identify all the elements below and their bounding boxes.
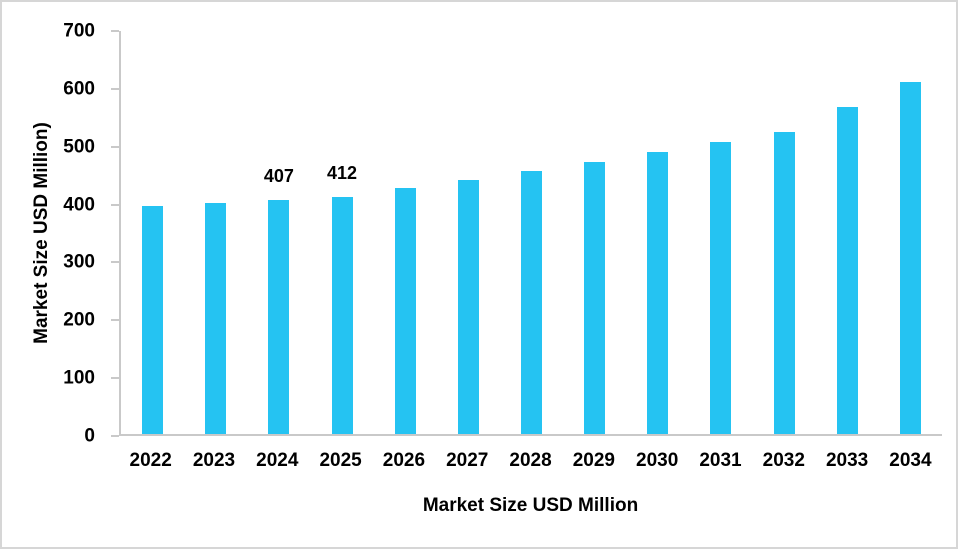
bar-slot-2033 bbox=[816, 31, 879, 434]
y-tick-mark bbox=[111, 30, 119, 32]
bar-2034 bbox=[899, 82, 921, 434]
bar-2028 bbox=[521, 170, 543, 434]
y-tick-mark bbox=[111, 435, 119, 437]
x-tick-label-2029: 2029 bbox=[572, 450, 615, 471]
y-axis: 0 100 200 300 400 500 600 700 bbox=[2, 22, 119, 446]
x-tick-label-2028: 2028 bbox=[509, 450, 552, 471]
bar-slot-2031 bbox=[689, 31, 752, 434]
x-tick-label-2031: 2031 bbox=[699, 450, 742, 471]
x-tick-label-2024: 2024 bbox=[256, 450, 299, 471]
bar-slot-2034 bbox=[879, 31, 942, 434]
x-tick-label-2027: 2027 bbox=[446, 450, 489, 471]
bar-slot-2024: 407 bbox=[247, 31, 310, 434]
y-tick-label-200: 200 bbox=[63, 309, 95, 331]
bar-2022 bbox=[142, 206, 164, 434]
bar-2032 bbox=[773, 131, 795, 434]
x-tick-label-2033: 2033 bbox=[825, 450, 869, 471]
x-tick-label-2026: 2026 bbox=[382, 450, 426, 471]
bar-2029 bbox=[584, 161, 606, 434]
y-tick-label-400: 400 bbox=[63, 194, 95, 216]
y-tick-mark bbox=[111, 145, 119, 148]
bar-slot-2022 bbox=[121, 31, 184, 434]
bar-slot-2028 bbox=[500, 31, 563, 434]
bar-slot-2025: 412 bbox=[310, 31, 373, 434]
bar-slot-2032 bbox=[753, 31, 816, 434]
bar-2023 bbox=[205, 202, 227, 434]
bar-2031 bbox=[710, 142, 732, 434]
y-tick-mark bbox=[111, 377, 119, 380]
y-tick-mark bbox=[111, 203, 119, 206]
bar-2027 bbox=[457, 179, 479, 434]
y-tick-label-500: 500 bbox=[63, 136, 95, 158]
y-tick-label-700: 700 bbox=[63, 20, 95, 42]
y-tick-mark bbox=[111, 261, 119, 264]
bar-2025: 412 bbox=[327, 163, 357, 434]
bar-2033 bbox=[836, 107, 858, 434]
bar-2030 bbox=[647, 151, 669, 434]
y-tick-label-0: 0 bbox=[84, 425, 95, 447]
bar-slot-2026 bbox=[374, 31, 437, 434]
plot-area: 407 412 bbox=[119, 31, 942, 436]
bar-value-label-2025: 412 bbox=[327, 162, 358, 183]
y-tick-label-100: 100 bbox=[63, 367, 95, 389]
x-tick-label-2034: 2034 bbox=[889, 450, 932, 471]
x-tick-label-2032: 2032 bbox=[762, 450, 805, 471]
bar-2024: 407 bbox=[264, 166, 294, 434]
y-tick-label-600: 600 bbox=[63, 78, 95, 100]
bar-slot-2029 bbox=[563, 31, 626, 434]
x-tick-label-2022: 2022 bbox=[129, 450, 172, 471]
y-tick-mark bbox=[111, 319, 119, 322]
bar-value-label-2024: 407 bbox=[263, 165, 294, 186]
x-axis-title: Market Size USD Million bbox=[422, 495, 639, 516]
x-tick-label-2030: 2030 bbox=[636, 450, 679, 471]
bar-slot-2027 bbox=[437, 31, 500, 434]
y-tick-label-300: 300 bbox=[63, 251, 95, 273]
x-tick-label-2023: 2023 bbox=[192, 450, 236, 471]
x-axis: 2022 2023 2024 2025 2026 2027 2028 2029 2030 2031… bbox=[119, 450, 942, 472]
x-tick-label-2025: 2025 bbox=[319, 450, 362, 471]
bar-slot-2030 bbox=[626, 31, 689, 434]
bar-2026 bbox=[394, 187, 416, 434]
y-tick-mark bbox=[111, 87, 119, 90]
bar-slot-2023 bbox=[184, 31, 247, 434]
